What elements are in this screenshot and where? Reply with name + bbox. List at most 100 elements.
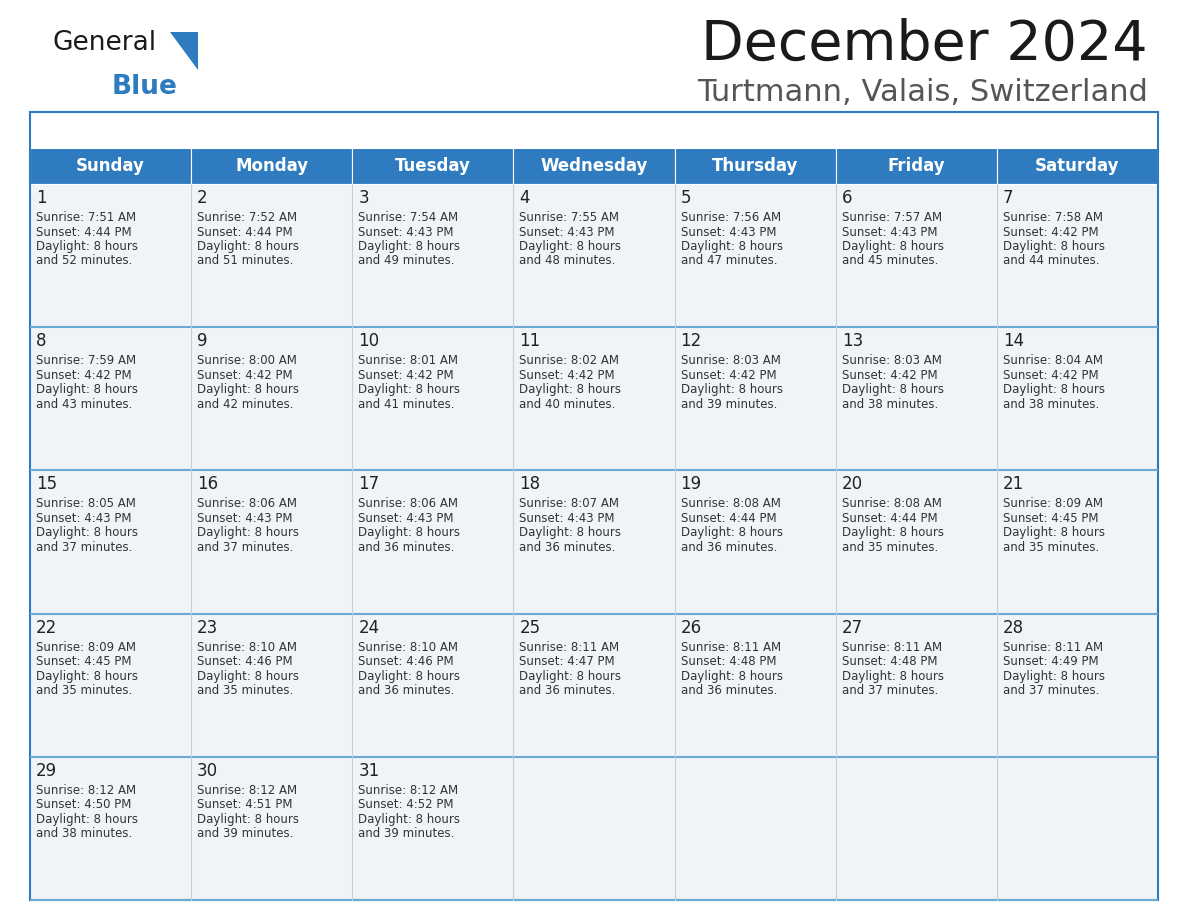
Bar bbox=[353, 327, 513, 470]
Text: 2: 2 bbox=[197, 189, 208, 207]
Text: Sunset: 4:47 PM: Sunset: 4:47 PM bbox=[519, 655, 615, 668]
Text: and 36 minutes.: and 36 minutes. bbox=[359, 541, 455, 554]
Text: and 39 minutes.: and 39 minutes. bbox=[681, 397, 777, 410]
Text: Sunrise: 8:08 AM: Sunrise: 8:08 AM bbox=[681, 498, 781, 510]
Text: Sunrise: 8:12 AM: Sunrise: 8:12 AM bbox=[359, 784, 459, 797]
Text: and 36 minutes.: and 36 minutes. bbox=[519, 541, 615, 554]
Text: Sunset: 4:45 PM: Sunset: 4:45 PM bbox=[36, 655, 132, 668]
Bar bbox=[675, 613, 835, 756]
Text: Sunset: 4:46 PM: Sunset: 4:46 PM bbox=[197, 655, 292, 668]
Text: Daylight: 8 hours: Daylight: 8 hours bbox=[197, 383, 299, 397]
Text: Sunrise: 7:54 AM: Sunrise: 7:54 AM bbox=[359, 211, 459, 224]
Bar bbox=[191, 327, 353, 470]
Text: Sunset: 4:42 PM: Sunset: 4:42 PM bbox=[197, 369, 292, 382]
Bar bbox=[30, 756, 191, 900]
Text: Sunrise: 8:02 AM: Sunrise: 8:02 AM bbox=[519, 354, 619, 367]
Text: Sunset: 4:52 PM: Sunset: 4:52 PM bbox=[359, 799, 454, 812]
Text: Sunrise: 8:06 AM: Sunrise: 8:06 AM bbox=[359, 498, 459, 510]
Bar bbox=[675, 756, 835, 900]
Text: Sunset: 4:42 PM: Sunset: 4:42 PM bbox=[519, 369, 615, 382]
Text: Daylight: 8 hours: Daylight: 8 hours bbox=[519, 383, 621, 397]
Text: 10: 10 bbox=[359, 332, 379, 350]
Bar bbox=[191, 756, 353, 900]
Text: 21: 21 bbox=[1003, 476, 1024, 493]
Text: and 45 minutes.: and 45 minutes. bbox=[842, 254, 939, 267]
Text: Daylight: 8 hours: Daylight: 8 hours bbox=[681, 240, 783, 253]
Bar bbox=[835, 327, 997, 470]
Text: Daylight: 8 hours: Daylight: 8 hours bbox=[197, 526, 299, 540]
Text: 3: 3 bbox=[359, 189, 369, 207]
Text: Sunset: 4:50 PM: Sunset: 4:50 PM bbox=[36, 799, 132, 812]
Bar bbox=[835, 148, 997, 184]
Text: and 35 minutes.: and 35 minutes. bbox=[36, 684, 132, 697]
Text: Daylight: 8 hours: Daylight: 8 hours bbox=[36, 240, 138, 253]
Text: and 51 minutes.: and 51 minutes. bbox=[197, 254, 293, 267]
Text: Sunset: 4:46 PM: Sunset: 4:46 PM bbox=[359, 655, 454, 668]
Bar bbox=[513, 613, 675, 756]
Text: Daylight: 8 hours: Daylight: 8 hours bbox=[359, 240, 460, 253]
Bar bbox=[191, 613, 353, 756]
Text: 25: 25 bbox=[519, 619, 541, 636]
Bar bbox=[513, 327, 675, 470]
Text: Daylight: 8 hours: Daylight: 8 hours bbox=[36, 669, 138, 683]
Bar bbox=[997, 327, 1158, 470]
Bar bbox=[30, 112, 1158, 900]
Text: Daylight: 8 hours: Daylight: 8 hours bbox=[1003, 526, 1105, 540]
Text: and 38 minutes.: and 38 minutes. bbox=[842, 397, 939, 410]
Text: 1: 1 bbox=[36, 189, 46, 207]
Text: and 47 minutes.: and 47 minutes. bbox=[681, 254, 777, 267]
Text: Sunday: Sunday bbox=[76, 157, 145, 175]
Text: Daylight: 8 hours: Daylight: 8 hours bbox=[1003, 240, 1105, 253]
Bar bbox=[191, 184, 353, 327]
Bar bbox=[835, 470, 997, 613]
Text: Sunset: 4:43 PM: Sunset: 4:43 PM bbox=[519, 226, 615, 239]
Text: Sunset: 4:44 PM: Sunset: 4:44 PM bbox=[36, 226, 132, 239]
Text: Daylight: 8 hours: Daylight: 8 hours bbox=[842, 383, 943, 397]
Bar bbox=[997, 148, 1158, 184]
Text: 11: 11 bbox=[519, 332, 541, 350]
Text: and 35 minutes.: and 35 minutes. bbox=[197, 684, 293, 697]
Text: Daylight: 8 hours: Daylight: 8 hours bbox=[842, 669, 943, 683]
Text: Sunrise: 8:03 AM: Sunrise: 8:03 AM bbox=[681, 354, 781, 367]
Text: Sunrise: 8:11 AM: Sunrise: 8:11 AM bbox=[842, 641, 942, 654]
Text: Sunrise: 8:04 AM: Sunrise: 8:04 AM bbox=[1003, 354, 1102, 367]
Text: 18: 18 bbox=[519, 476, 541, 493]
Text: and 36 minutes.: and 36 minutes. bbox=[681, 684, 777, 697]
Text: Daylight: 8 hours: Daylight: 8 hours bbox=[197, 240, 299, 253]
Text: 5: 5 bbox=[681, 189, 691, 207]
Text: 24: 24 bbox=[359, 619, 379, 636]
Text: and 37 minutes.: and 37 minutes. bbox=[842, 684, 939, 697]
Text: Daylight: 8 hours: Daylight: 8 hours bbox=[681, 669, 783, 683]
Text: and 52 minutes.: and 52 minutes. bbox=[36, 254, 132, 267]
Text: and 40 minutes.: and 40 minutes. bbox=[519, 397, 615, 410]
Text: Sunrise: 7:52 AM: Sunrise: 7:52 AM bbox=[197, 211, 297, 224]
Text: Sunset: 4:48 PM: Sunset: 4:48 PM bbox=[681, 655, 776, 668]
Text: Sunset: 4:43 PM: Sunset: 4:43 PM bbox=[197, 512, 292, 525]
Text: and 44 minutes.: and 44 minutes. bbox=[1003, 254, 1099, 267]
Text: Daylight: 8 hours: Daylight: 8 hours bbox=[197, 669, 299, 683]
Text: and 39 minutes.: and 39 minutes. bbox=[197, 827, 293, 840]
Bar bbox=[191, 148, 353, 184]
Text: Sunrise: 8:10 AM: Sunrise: 8:10 AM bbox=[359, 641, 459, 654]
Text: Sunrise: 8:10 AM: Sunrise: 8:10 AM bbox=[197, 641, 297, 654]
Text: and 36 minutes.: and 36 minutes. bbox=[359, 684, 455, 697]
Text: Sunset: 4:43 PM: Sunset: 4:43 PM bbox=[681, 226, 776, 239]
Bar bbox=[353, 470, 513, 613]
Text: Daylight: 8 hours: Daylight: 8 hours bbox=[842, 526, 943, 540]
Text: and 39 minutes.: and 39 minutes. bbox=[359, 827, 455, 840]
Text: Sunrise: 8:00 AM: Sunrise: 8:00 AM bbox=[197, 354, 297, 367]
Bar bbox=[353, 756, 513, 900]
Text: Daylight: 8 hours: Daylight: 8 hours bbox=[359, 383, 460, 397]
Text: Sunrise: 8:03 AM: Sunrise: 8:03 AM bbox=[842, 354, 942, 367]
Bar bbox=[513, 756, 675, 900]
Text: Sunrise: 8:09 AM: Sunrise: 8:09 AM bbox=[1003, 498, 1102, 510]
Bar bbox=[513, 470, 675, 613]
Text: Sunset: 4:43 PM: Sunset: 4:43 PM bbox=[359, 512, 454, 525]
Bar bbox=[513, 184, 675, 327]
Text: Sunrise: 8:12 AM: Sunrise: 8:12 AM bbox=[36, 784, 137, 797]
Text: Sunrise: 7:51 AM: Sunrise: 7:51 AM bbox=[36, 211, 137, 224]
Text: Sunset: 4:44 PM: Sunset: 4:44 PM bbox=[842, 512, 937, 525]
Text: Sunset: 4:42 PM: Sunset: 4:42 PM bbox=[1003, 226, 1099, 239]
Text: and 37 minutes.: and 37 minutes. bbox=[197, 541, 293, 554]
Text: December 2024: December 2024 bbox=[701, 18, 1148, 72]
